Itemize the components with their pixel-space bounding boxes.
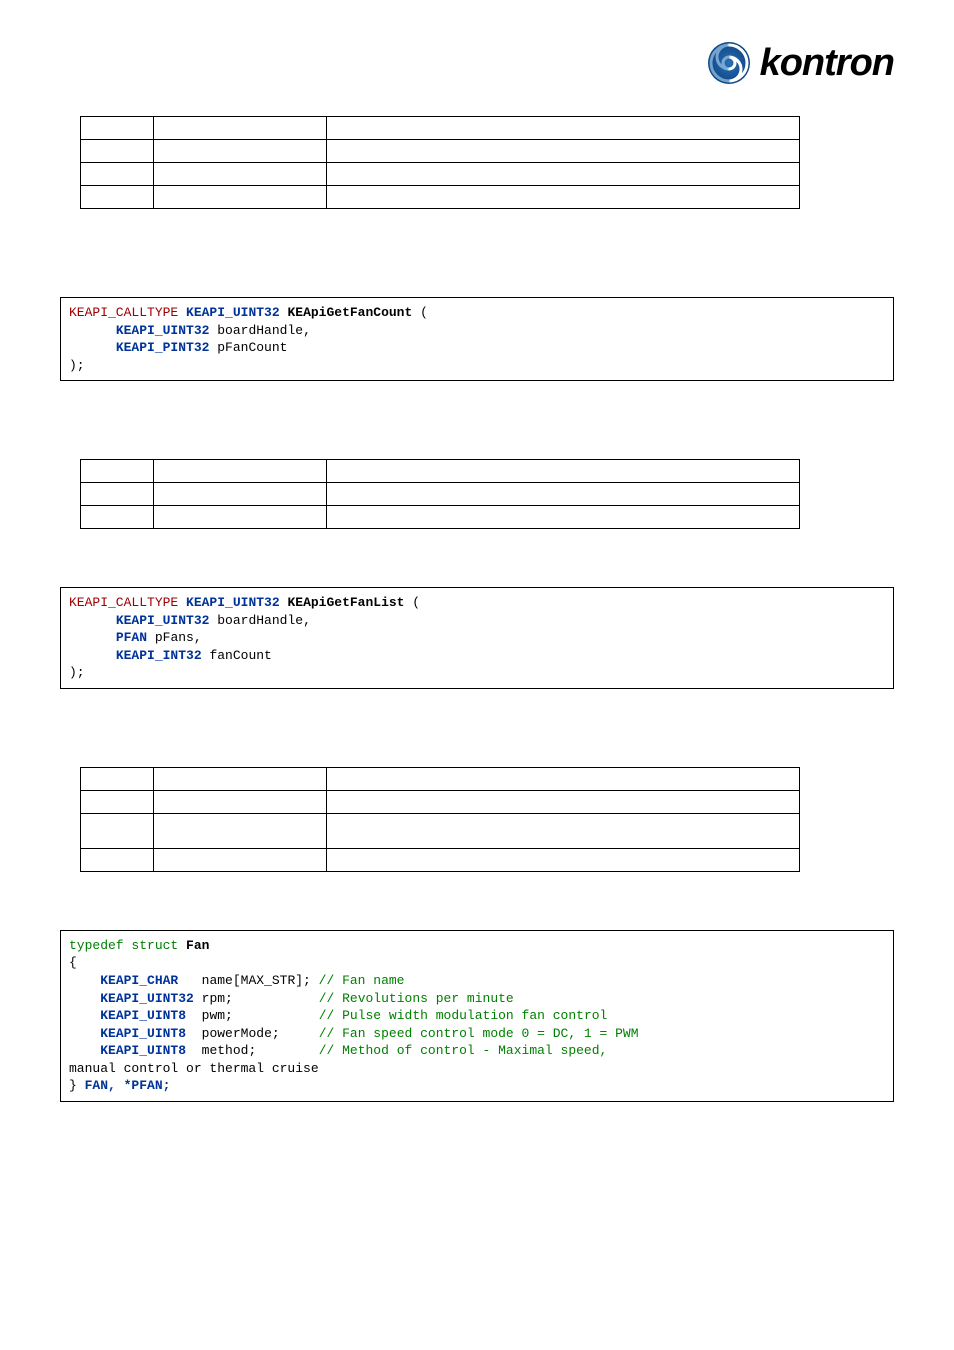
code-block-fan-struct: typedef struct Fan { KEAPI_CHAR name[MAX… xyxy=(60,930,894,1102)
brand-name: kontron xyxy=(760,42,894,85)
param-table-3 xyxy=(80,767,800,872)
code-block-getfanlist: KEAPI_CALLTYPE KEAPI_UINT32 KEApiGetFanL… xyxy=(60,587,894,689)
brand-logo: kontron xyxy=(60,40,894,86)
param-table-1 xyxy=(80,116,800,209)
param-table-2 xyxy=(80,459,800,529)
kontron-swirl-icon xyxy=(706,40,752,86)
code-block-getfancount: KEAPI_CALLTYPE KEAPI_UINT32 KEApiGetFanC… xyxy=(60,297,894,381)
